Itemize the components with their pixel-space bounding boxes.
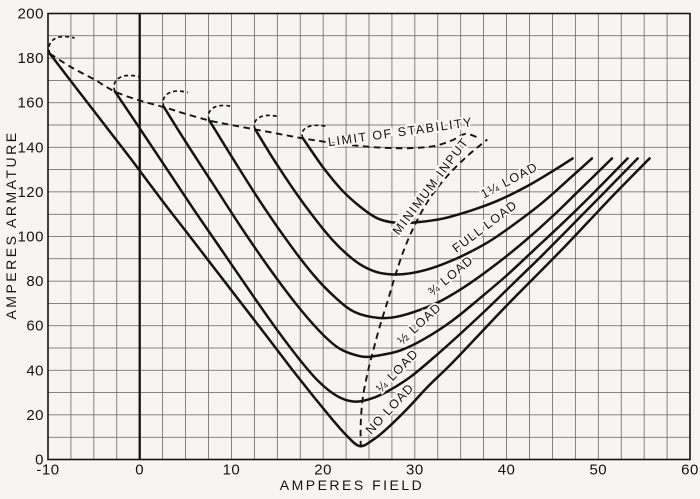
curve-hook-full-load [253,114,279,130]
axis-ticks: -10 0 10 20 30 40 50 60020406080100120140160180… [17,6,698,479]
curve-one-and-quarter-load [301,137,574,225]
curve-no-load [48,52,651,448]
tick-label-y: 180 [17,50,44,67]
tick-label-x: 30 [406,462,424,479]
tick-label-y: 100 [17,229,44,246]
guide-curve-minimum-input [359,138,488,448]
tick-label-x: 40 [498,462,516,479]
curve-hook-half-load [162,90,189,108]
curve-full-load [254,128,594,276]
tick-label-y: 80 [26,273,44,290]
tick-label-y: 20 [26,407,44,424]
curve-three-quarter-load [208,119,614,320]
tick-label-x: -10 [36,462,59,479]
tick-label-y: 120 [17,184,44,201]
tick-label-y: 60 [26,318,44,335]
curve-half-load [162,105,629,359]
y-axis-title: AMPERES ARMATURE [3,130,19,319]
tick-label-x: 0 [135,462,144,479]
curve-hook-three-quarter-load [207,104,234,121]
x-axis-title: AMPERES FIELD [280,477,425,493]
tick-label-y: 0 [35,452,44,469]
tick-label-x: 20 [314,462,332,479]
tick-label-x: 10 [223,462,241,479]
tick-label-y: 40 [26,362,44,379]
curve-hook-one-and-quarter-load [301,124,327,139]
curve-hook-no-load [48,35,75,54]
tick-label-y: 200 [17,6,44,23]
tick-label-y: 160 [17,95,44,112]
tick-label-x: 60 [681,462,699,479]
tick-label-x: 50 [589,462,607,479]
tick-label-y: 140 [17,139,44,156]
grid [48,13,690,460]
curve-quarter-load [113,90,639,403]
curve-hook-quarter-load [113,74,140,92]
plot-border [47,12,691,461]
v-curves [48,35,651,448]
